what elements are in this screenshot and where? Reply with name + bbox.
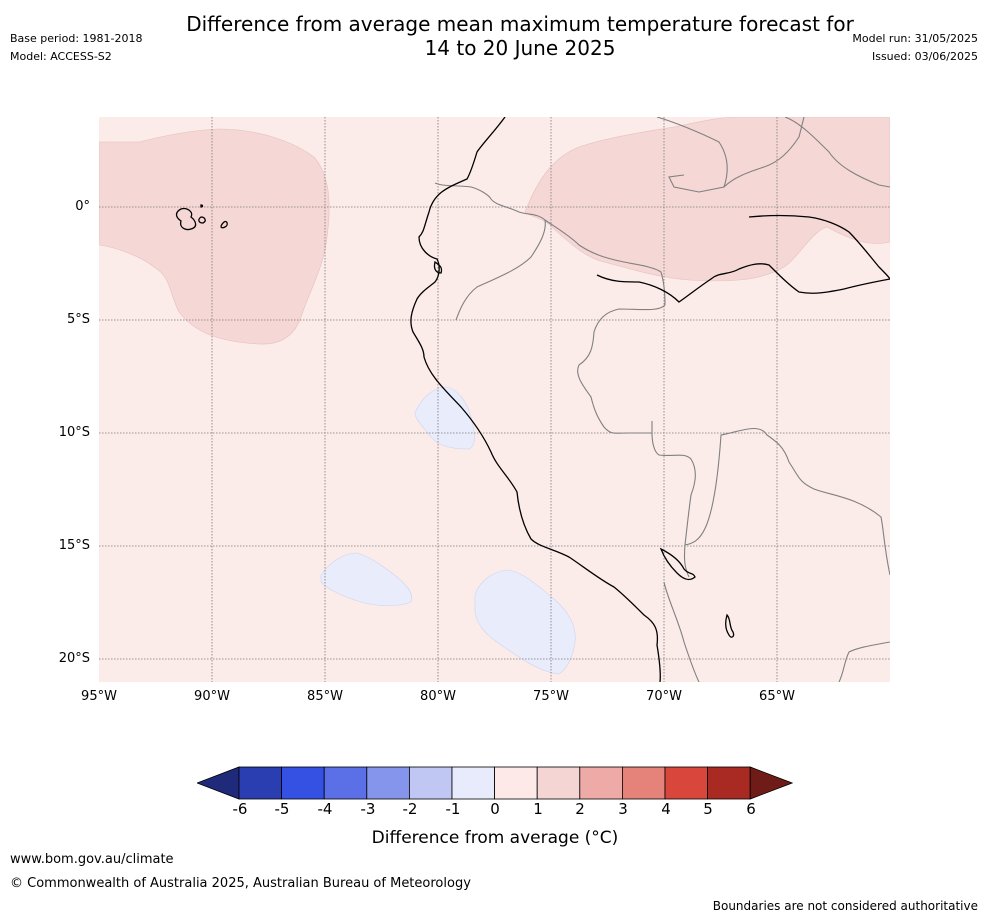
- title-line-1: Difference from average mean maximum tem…: [186, 12, 854, 36]
- graticule: [99, 117, 890, 682]
- chart-title: Difference from average mean maximum tem…: [120, 12, 920, 60]
- meta-right: Model run: 31/05/2025 Issued: 03/06/2025: [852, 32, 978, 68]
- colorbar-tick: 4: [661, 800, 671, 818]
- lon-label: 65°W: [759, 689, 795, 704]
- colorbar-segment: [707, 766, 751, 800]
- colorbar-segment: [408, 766, 453, 800]
- base-period: Base period: 1981-2018: [10, 32, 143, 45]
- anomaly-region-neg-3: [474, 569, 576, 675]
- colorbar-tick: -5: [274, 800, 290, 818]
- colorbar-label: Difference from average (°C): [371, 828, 619, 848]
- colorbar-segment: [366, 766, 410, 800]
- colorbar-segment: [281, 766, 325, 800]
- map-panel: [98, 116, 891, 683]
- lat-label: 0°: [75, 199, 90, 214]
- colorbar-tick: 2: [575, 800, 585, 818]
- colorbar-tick: 3: [618, 800, 628, 818]
- lon-label: 70°W: [646, 689, 682, 704]
- colorbar-segment: [621, 766, 666, 800]
- colorbar-segment: [451, 766, 495, 800]
- colorbar-tick: 1: [533, 800, 543, 818]
- colorbar-segment: [494, 766, 538, 800]
- lat-label: 20°S: [58, 651, 90, 666]
- colorbar-tick: -3: [360, 800, 376, 818]
- anomaly-region-neg-2: [320, 552, 413, 607]
- anomaly-region-neg-1: [414, 386, 475, 450]
- issued-date: Issued: 03/06/2025: [871, 50, 978, 63]
- lon-label: 85°W: [307, 689, 343, 704]
- boundary-disclaimer: Boundaries are not considered authoritat…: [712, 899, 978, 913]
- colorbar-extend-high: [749, 766, 793, 800]
- anomaly-region-northeast: [524, 116, 891, 282]
- model-run: Model run: 31/05/2025: [852, 32, 978, 45]
- lon-label: 90°W: [194, 689, 230, 704]
- coastlines: [175, 116, 891, 683]
- colorbar-extend-low: [197, 766, 240, 800]
- colorbar-segment: [238, 766, 282, 800]
- colorbar-segment: [579, 766, 623, 800]
- copyright-text: © Commonwealth of Australia 2025, Austra…: [10, 876, 471, 891]
- model-name: Model: ACCESS-S2: [10, 50, 112, 63]
- colorbar-segment: [323, 766, 368, 800]
- colorbar-tick: 0: [490, 800, 500, 818]
- colorbar-segment: [536, 766, 581, 800]
- lon-label: 80°W: [420, 689, 456, 704]
- lat-label: 5°S: [66, 312, 90, 327]
- lat-label: 10°S: [58, 425, 90, 440]
- colorbar-tick: -2: [402, 800, 418, 818]
- website-link[interactable]: www.bom.gov.au/climate: [10, 852, 174, 867]
- meta-left: Base period: 1981-2018 Model: ACCESS-S2: [10, 32, 142, 68]
- colorbar-tick: -1: [445, 800, 461, 818]
- colorbar: [197, 766, 793, 800]
- colorbar-tick: 6: [746, 800, 756, 818]
- map-svg: [98, 116, 891, 683]
- lon-label: 75°W: [533, 689, 569, 704]
- lon-label: 95°W: [81, 689, 117, 704]
- colorbar-tick: -6: [232, 800, 248, 818]
- colorbar-tick: -4: [317, 800, 333, 818]
- country-borders: [434, 116, 891, 683]
- colorbar-tick: 5: [703, 800, 713, 818]
- title-line-2: 14 to 20 June 2025: [424, 36, 616, 60]
- anomaly-region-galapagos: [98, 128, 330, 345]
- lat-label: 15°S: [58, 538, 90, 553]
- colorbar-segment: [664, 766, 708, 800]
